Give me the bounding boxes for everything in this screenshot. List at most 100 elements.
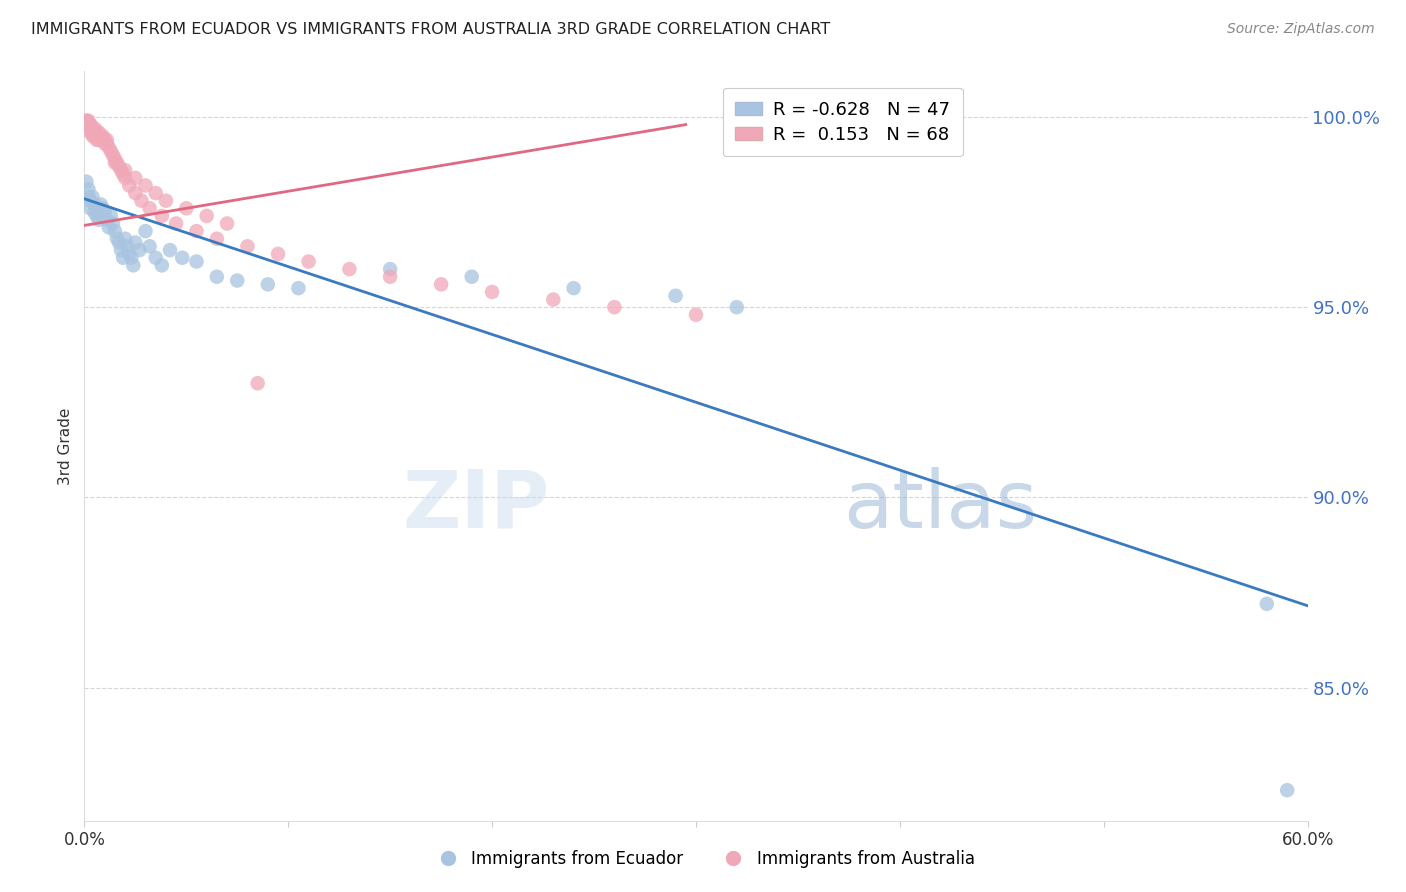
Point <box>83 197 105 211</box>
Point <box>481 285 503 299</box>
Point <box>79 118 101 132</box>
Point <box>257 277 280 292</box>
Point <box>83 128 105 143</box>
Point <box>120 251 142 265</box>
Point <box>685 308 707 322</box>
Point <box>90 197 112 211</box>
Point <box>87 133 110 147</box>
Point <box>186 254 208 268</box>
Text: ZIP: ZIP <box>402 467 550 545</box>
Point <box>562 281 585 295</box>
Point <box>461 269 484 284</box>
Point <box>91 128 114 143</box>
Point <box>87 125 110 139</box>
Point <box>90 133 112 147</box>
Point <box>108 160 131 174</box>
Point <box>155 194 177 208</box>
Point <box>104 152 127 166</box>
Point <box>86 128 108 143</box>
Point <box>90 128 112 143</box>
Point <box>205 232 228 246</box>
Point <box>87 212 110 227</box>
Point <box>100 209 122 223</box>
Point <box>114 232 136 246</box>
Point <box>195 209 218 223</box>
Point <box>96 212 118 227</box>
Point <box>79 121 101 136</box>
Point <box>145 251 167 265</box>
Point <box>91 133 114 147</box>
Point <box>77 113 100 128</box>
Point <box>75 118 97 132</box>
Point <box>96 133 118 147</box>
Y-axis label: 3rd Grade: 3rd Grade <box>58 408 73 484</box>
Text: IMMIGRANTS FROM ECUADOR VS IMMIGRANTS FROM AUSTRALIA 3RD GRADE CORRELATION CHART: IMMIGRANTS FROM ECUADOR VS IMMIGRANTS FR… <box>31 22 830 37</box>
Point <box>124 235 146 250</box>
Point <box>91 202 114 216</box>
Point <box>77 118 100 132</box>
Point <box>86 133 108 147</box>
Point <box>86 209 108 223</box>
Point <box>83 125 105 139</box>
Point <box>665 289 688 303</box>
Point <box>380 262 402 277</box>
Point <box>110 243 132 257</box>
Point <box>267 247 290 261</box>
Point <box>150 258 173 272</box>
Point <box>82 125 104 139</box>
Legend: Immigrants from Ecuador, Immigrants from Australia: Immigrants from Ecuador, Immigrants from… <box>425 844 981 875</box>
Point <box>77 118 100 132</box>
Point <box>83 205 105 219</box>
Point <box>105 155 128 169</box>
Point <box>108 235 131 250</box>
Point <box>75 113 97 128</box>
Point <box>114 163 136 178</box>
Point <box>104 224 127 238</box>
Point <box>122 258 145 272</box>
Point <box>86 125 108 139</box>
Text: Source: ZipAtlas.com: Source: ZipAtlas.com <box>1227 22 1375 37</box>
Point <box>131 194 153 208</box>
Point <box>543 293 565 307</box>
Point <box>104 155 127 169</box>
Point <box>217 217 239 231</box>
Point <box>87 128 110 143</box>
Point <box>79 121 101 136</box>
Point <box>114 170 136 185</box>
Point <box>339 262 361 277</box>
Point <box>75 113 97 128</box>
Point <box>93 136 115 151</box>
Point <box>298 254 321 268</box>
Point <box>124 186 146 200</box>
Point <box>75 175 97 189</box>
Point <box>77 190 100 204</box>
Point <box>205 269 228 284</box>
Point <box>118 178 141 193</box>
Point <box>82 190 104 204</box>
Point <box>186 224 208 238</box>
Point <box>105 232 128 246</box>
Point <box>138 202 160 216</box>
Point <box>96 136 118 151</box>
Point <box>93 133 115 147</box>
Point <box>159 243 181 257</box>
Point <box>110 163 132 178</box>
Point <box>1256 597 1278 611</box>
Point <box>124 170 146 185</box>
Point <box>236 239 259 253</box>
Point <box>246 376 269 391</box>
Point <box>603 300 626 314</box>
Point <box>83 121 105 136</box>
Point <box>138 239 160 253</box>
Point <box>79 202 101 216</box>
Point <box>93 205 115 219</box>
Point <box>115 239 138 253</box>
Point <box>135 178 157 193</box>
Point <box>145 186 167 200</box>
Point <box>100 145 122 159</box>
Point <box>430 277 453 292</box>
Point <box>226 274 249 288</box>
Point <box>101 148 124 162</box>
Point <box>135 224 157 238</box>
Point <box>287 281 309 295</box>
